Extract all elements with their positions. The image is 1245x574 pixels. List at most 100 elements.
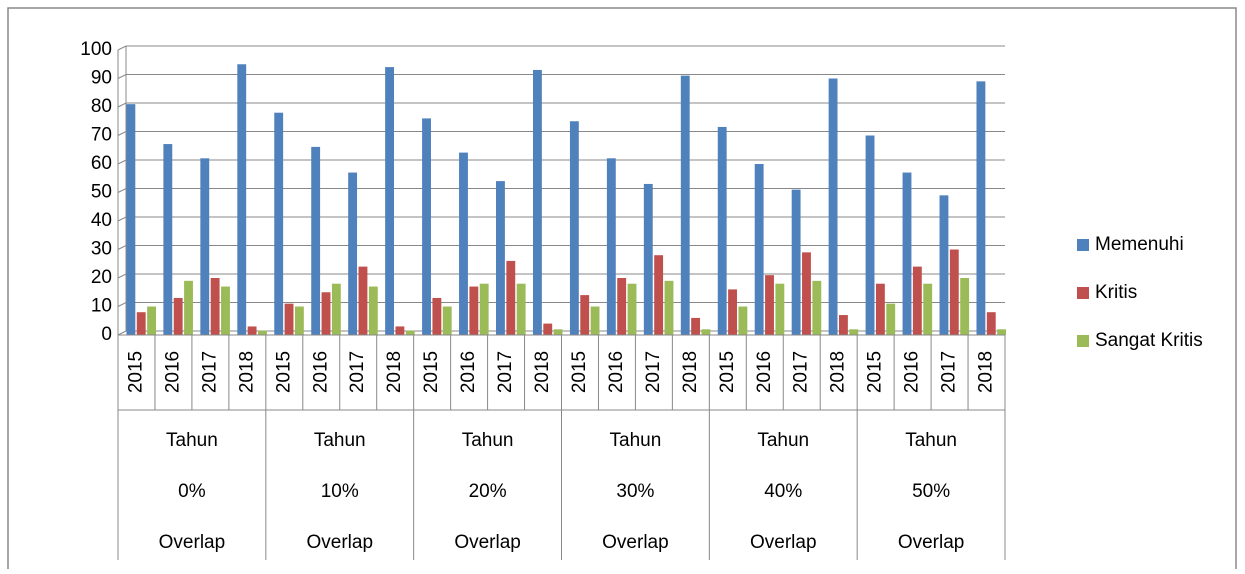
y-tick-label: 70 xyxy=(91,125,112,146)
x-tick-label: 2017 xyxy=(199,351,220,393)
grid-line xyxy=(117,102,1005,108)
bar xyxy=(865,135,875,335)
group-label: Overlap xyxy=(602,532,669,553)
bar xyxy=(368,286,378,335)
bar xyxy=(949,249,959,335)
bar xyxy=(960,278,970,335)
x-tick-label: 2015 xyxy=(717,351,738,393)
group-label: 20% xyxy=(469,481,507,502)
bar xyxy=(147,306,157,335)
bar xyxy=(691,317,701,335)
bar xyxy=(849,329,859,335)
bar xyxy=(506,260,516,335)
bar xyxy=(664,280,674,335)
bar xyxy=(765,275,774,335)
grid-line xyxy=(117,74,1005,79)
bar xyxy=(569,121,579,335)
group-label: Overlap xyxy=(750,532,817,553)
group-label: Tahun xyxy=(610,430,662,451)
bar xyxy=(902,172,912,335)
x-tick-label: 2018 xyxy=(976,351,997,393)
x-tick-label: 2015 xyxy=(421,351,442,393)
bar xyxy=(701,329,711,335)
bar xyxy=(385,67,395,335)
bar xyxy=(791,189,801,335)
x-tick-label: 2018 xyxy=(532,351,553,393)
grid-line xyxy=(117,273,1005,279)
bar xyxy=(590,306,600,335)
bar xyxy=(886,303,896,335)
grid-line xyxy=(117,45,1005,51)
bar xyxy=(405,330,415,335)
group-label: Overlap xyxy=(306,532,373,553)
x-tick-label: 2016 xyxy=(902,351,923,393)
x-tick-label: 2017 xyxy=(347,351,368,393)
x-tick-label: 2015 xyxy=(273,351,294,393)
grid-line xyxy=(117,188,1005,193)
bar xyxy=(775,283,785,335)
bar xyxy=(976,81,986,335)
bar xyxy=(680,75,690,336)
bar xyxy=(986,312,996,335)
bar xyxy=(728,289,737,335)
y-tick-label: 100 xyxy=(80,39,112,60)
bar xyxy=(654,255,664,335)
bar xyxy=(311,146,321,335)
y-tick-label: 90 xyxy=(91,68,112,89)
bar xyxy=(395,326,405,335)
bar xyxy=(532,69,542,335)
bar xyxy=(875,283,885,335)
bar xyxy=(469,286,479,335)
x-tick-label: 2015 xyxy=(125,351,146,393)
group-label: Overlap xyxy=(454,532,521,553)
group-label: Tahun xyxy=(314,430,366,451)
bar xyxy=(348,172,358,335)
bar xyxy=(802,252,811,335)
legend-swatch xyxy=(1077,335,1089,347)
bar xyxy=(184,280,193,335)
bar xyxy=(358,266,368,335)
bar xyxy=(442,306,452,335)
x-tick-label: 2016 xyxy=(162,351,183,393)
bar xyxy=(136,312,146,335)
group-label: Overlap xyxy=(159,532,226,553)
grid-line xyxy=(117,245,1005,250)
bar xyxy=(553,329,563,335)
x-tick-label: 2016 xyxy=(458,351,479,393)
bar xyxy=(580,295,590,335)
group-label: 0% xyxy=(178,481,206,502)
bar xyxy=(717,126,727,335)
group-label: 50% xyxy=(912,481,950,502)
chart-border xyxy=(7,7,1237,574)
x-tick-label: 2017 xyxy=(791,351,812,393)
bar xyxy=(173,297,183,335)
bar xyxy=(496,181,505,335)
bar xyxy=(163,144,173,335)
bar xyxy=(923,283,933,335)
grid-line xyxy=(117,216,1005,222)
group-label: 30% xyxy=(616,481,654,502)
bar xyxy=(221,286,230,335)
x-tick-label: 2017 xyxy=(939,351,960,393)
bar xyxy=(321,292,331,335)
bar xyxy=(294,306,304,335)
x-tick-label: 2016 xyxy=(310,351,331,393)
group-label: 40% xyxy=(764,481,802,502)
y-tick-label: 0 xyxy=(101,324,112,345)
y-tick-label: 20 xyxy=(91,267,112,288)
bar xyxy=(738,306,748,335)
grid-line xyxy=(117,302,1005,307)
bar xyxy=(284,303,294,335)
group-label: 10% xyxy=(321,481,359,502)
y-tick-label: 40 xyxy=(91,210,112,231)
bar xyxy=(939,195,949,335)
bar xyxy=(200,158,210,335)
bar xyxy=(237,64,247,335)
x-tick-label: 2015 xyxy=(865,351,886,393)
x-tick-label: 2018 xyxy=(680,351,701,393)
grid-line xyxy=(117,159,1005,165)
y-tick-label: 80 xyxy=(91,96,112,117)
bar xyxy=(459,152,468,335)
